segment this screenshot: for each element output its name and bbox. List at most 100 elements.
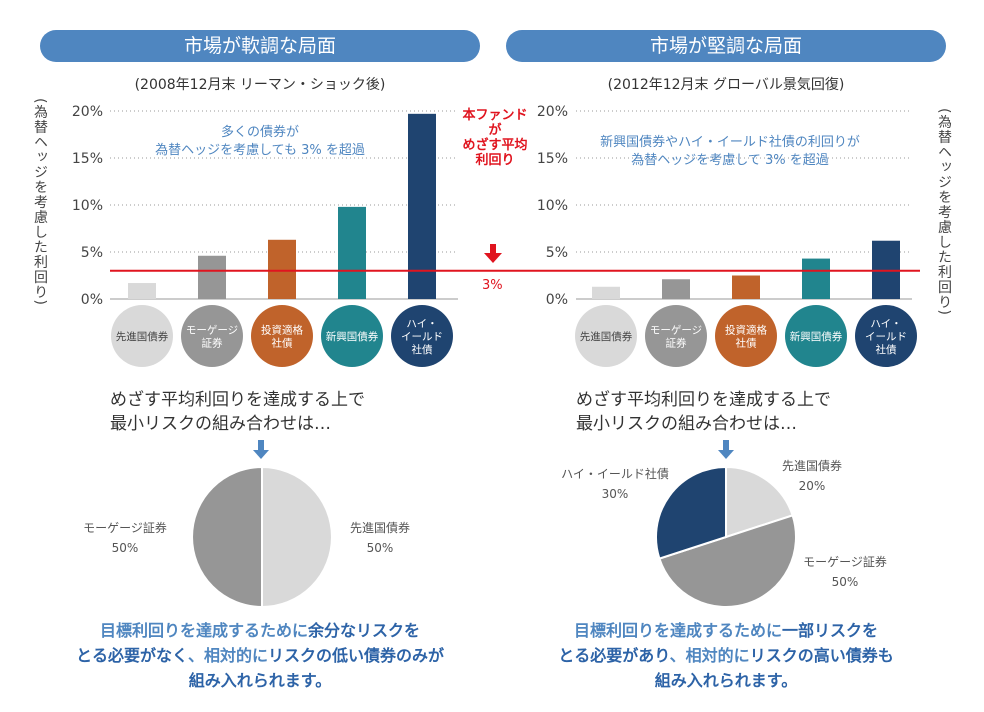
right-category-badge-1: [645, 305, 707, 367]
left-y-tick-label: 0%: [81, 292, 103, 308]
left-pie-label-developed: 先進国債券 50%: [330, 518, 430, 558]
right-question: めざす平均利回りを達成する上で 最小リスクの組み合わせは…: [576, 388, 831, 436]
right-category-label-4: イールド: [865, 331, 907, 343]
left-category-label-3: 新興国債券: [326, 330, 379, 343]
right-annotation-line1: 新興国債券やハイ・イールド社債の利回りが: [600, 135, 860, 150]
right-down-arrow-icon: [718, 440, 734, 459]
left-y-axis-label: (為替ヘッジを考慮した利回り): [32, 98, 48, 306]
left-annotation: 多くの債券が 為替ヘッジを考慮しても 3% を超過: [110, 124, 410, 160]
right-category-badge-3: [785, 305, 847, 367]
target-label-line1: 本ファンドが: [462, 108, 528, 138]
right-banner: 市場が堅調な局面: [506, 30, 946, 62]
left-conclusion: 目標利回りを達成するために余分なリスクを とる必要がなく、相対的にリスクの低い債…: [20, 618, 500, 693]
left-conclusion-l1a: 目標利回りを達成するために: [99, 621, 308, 640]
right-y-tick-label: 0%: [546, 292, 568, 308]
right-pie-slice-2: [655, 465, 727, 560]
right-conclusion-l1a: 目標利回りを達成するために: [573, 621, 782, 640]
left-category-badge-0: [111, 305, 173, 367]
right-conclusion: 目標利回りを達成するために一部リスクを とる必要があり、相対的にリスクの高い債券…: [486, 618, 966, 693]
left-subtitle: (2008年12月末 リーマン・ショック後): [134, 77, 386, 93]
right-y-axis-label: (為替ヘッジを考慮した利回り): [936, 108, 952, 316]
left-conclusion-l2a: とる必要がなく: [75, 646, 188, 665]
right-annotation-line2: 為替ヘッジを考慮して 3% を超過: [631, 153, 829, 168]
right-subtitle: (2012年12月末 グローバル景気回復): [607, 77, 845, 93]
right-conclusion-l2b: 、相対的に: [669, 646, 750, 665]
left-y-tick-label: 20%: [72, 104, 103, 120]
target-label-line3: 利回り: [475, 153, 515, 168]
left-pie-label-developed-name: 先進国債券: [349, 521, 410, 535]
left-y-tick-label: 5%: [81, 245, 103, 261]
left-category-label-4: イールド: [401, 331, 443, 343]
right-question-line2: 最小リスクの組み合わせは…: [576, 414, 797, 434]
left-annotation-line2: 為替ヘッジを考慮しても 3% を超過: [155, 143, 365, 158]
right-category-label-4: 社債: [876, 343, 897, 356]
right-y-tick-label: 15%: [537, 151, 568, 167]
right-category-label-2: 社債: [736, 337, 757, 350]
left-pie-slice-0: [261, 465, 333, 609]
left-category-label-4: ハイ・: [406, 318, 437, 330]
left-bar-1: [198, 255, 226, 299]
right-y-tick-label: 5%: [546, 245, 568, 261]
left-question-line2: 最小リスクの組み合わせは…: [110, 414, 331, 434]
left-pie-label-mortgage-pct: 50%: [111, 541, 139, 555]
left-category-label-0: 先進国債券: [116, 330, 169, 343]
right-question-line1: めざす平均利回りを達成する上で: [576, 390, 831, 410]
left-bar-2: [268, 239, 296, 299]
right-pie-label-high-yield: ハイ・イールド社債 30%: [550, 464, 680, 504]
target-label-line2: めざす平均: [462, 138, 528, 153]
right-category-label-4: ハイ・: [870, 318, 901, 330]
right-conclusion-l2c: リスクの高い債券も: [749, 646, 894, 665]
right-category-label-1: 証券: [666, 337, 687, 350]
left-y-tick-label: 10%: [72, 198, 103, 214]
right-category-badge-2: [715, 305, 777, 367]
target-label: 本ファンドが めざす平均 利回り: [460, 108, 530, 168]
left-category-badge-2: [251, 305, 313, 367]
left-conclusion-l2b: 、相対的に: [187, 646, 268, 665]
right-pie-label-developed: 先進国債券 20%: [762, 456, 862, 496]
left-category-badge-3: [321, 305, 383, 367]
right-category-label-3: 新興国債券: [790, 330, 843, 343]
right-pie-label-developed-name: 先進国債券: [781, 459, 842, 473]
right-annotation: 新興国債券やハイ・イールド社債の利回りが 為替ヘッジを考慮して 3% を超過: [560, 134, 900, 170]
left-pie-label-mortgage: モーゲージ証券 50%: [70, 518, 180, 558]
right-pie-slice-1: [658, 514, 797, 608]
right-pie-label-mortgage-pct: 50%: [831, 575, 859, 589]
left-bar-3: [338, 206, 366, 299]
right-conclusion-l1b: 一部リスクを: [782, 621, 879, 640]
left-pie-slice-1: [191, 465, 263, 609]
left-category-label-1: モーゲージ: [186, 325, 238, 337]
target-value-label: 3%: [482, 278, 503, 293]
right-pie-label-mortgage-name: モーゲージ証券: [803, 555, 887, 569]
right-pie-label-high-yield-pct: 30%: [601, 487, 629, 501]
right-conclusion-line3: 組み入れられます。: [654, 671, 798, 690]
left-conclusion-line3: 組み入れられます。: [188, 671, 332, 690]
right-bar-3: [802, 258, 830, 299]
right-bar-1: [662, 279, 690, 299]
right-pie-label-mortgage: モーゲージ証券 50%: [790, 552, 900, 592]
left-conclusion-line2: とる必要がなく、相対的にリスクの低い債券のみが: [20, 643, 500, 668]
left-banner: 市場が軟調な局面: [40, 30, 480, 62]
right-y-tick-label: 20%: [537, 104, 568, 120]
right-bar-0: [592, 286, 620, 299]
left-conclusion-l1b: 余分なリスクを: [308, 621, 421, 640]
left-question-line1: めざす平均利回りを達成する上で: [110, 390, 365, 410]
left-pie-label-developed-pct: 50%: [366, 541, 394, 555]
right-category-label-2: 投資適格: [725, 324, 767, 337]
left-question: めざす平均利回りを達成する上で 最小リスクの組み合わせは…: [110, 388, 365, 436]
pie-charts: [191, 465, 797, 609]
left-conclusion-l2c: リスクの低い債券のみが: [268, 646, 445, 665]
right-conclusion-line2: とる必要があり、相対的にリスクの高い債券も: [486, 643, 966, 668]
left-bar-0: [128, 283, 156, 299]
right-y-tick-label: 10%: [537, 198, 568, 214]
left-pie-label-mortgage-name: モーゲージ証券: [83, 521, 167, 535]
right-bar-2: [732, 275, 760, 299]
left-down-arrow-icon: [253, 440, 269, 459]
right-category-label-0: 先進国債券: [580, 330, 633, 343]
right-category-badge-4: [855, 305, 917, 367]
left-category-badge-4: [391, 305, 453, 367]
left-category-label-2: 投資適格: [261, 324, 303, 337]
left-y-tick-label: 15%: [72, 151, 103, 167]
right-pie-label-developed-pct: 20%: [798, 479, 826, 493]
right-pie-label-high-yield-name: ハイ・イールド社債: [561, 467, 669, 481]
